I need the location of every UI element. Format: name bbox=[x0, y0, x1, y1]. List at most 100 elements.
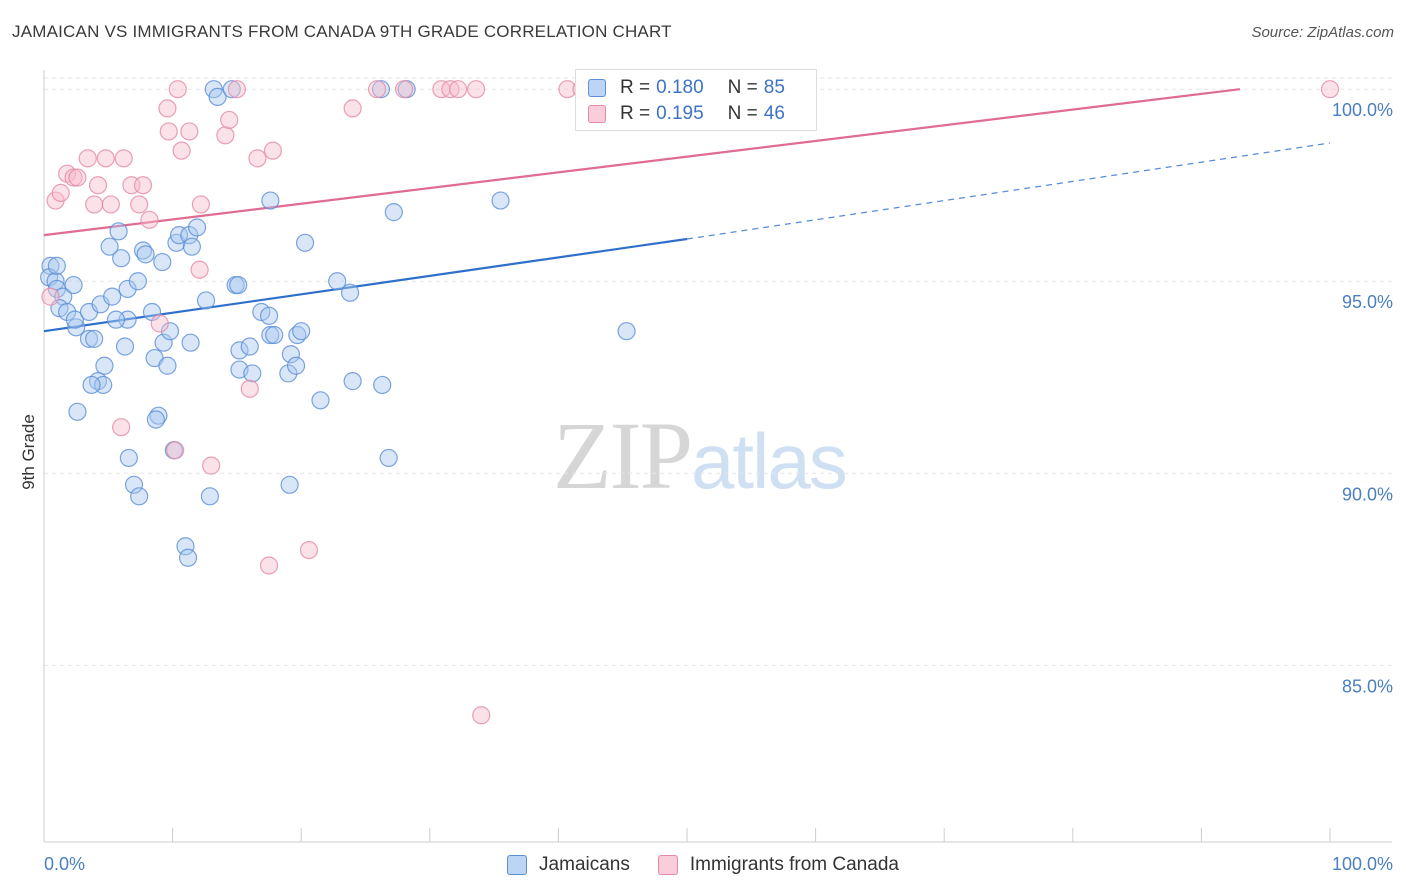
canada-point bbox=[1320, 80, 1340, 99]
canada-point bbox=[64, 168, 83, 187]
jamaicans-point bbox=[292, 322, 311, 341]
watermark: ZIPatlas bbox=[553, 400, 848, 511]
jamaicans-point bbox=[153, 252, 172, 272]
jamaicans-point bbox=[286, 356, 306, 375]
jamaicans-point bbox=[281, 345, 301, 364]
canada-legend-swatch bbox=[657, 855, 678, 875]
canada-point bbox=[448, 80, 468, 99]
jamaicans-point bbox=[373, 375, 392, 395]
canada-point bbox=[394, 80, 414, 99]
canada-point bbox=[191, 195, 210, 214]
canada-point bbox=[227, 80, 246, 99]
canada-point bbox=[88, 176, 108, 195]
jamaicans-point bbox=[261, 325, 280, 345]
jamaicans-point bbox=[67, 318, 86, 337]
legend-item-canada[interactable]: Immigrants from Canada bbox=[657, 854, 899, 876]
jamaicans-point bbox=[491, 191, 510, 210]
canada-point bbox=[159, 122, 178, 141]
y-tick-label: 85.0% bbox=[1342, 676, 1393, 696]
jamaicans-point bbox=[65, 310, 84, 329]
jamaicans-point bbox=[261, 191, 280, 210]
jamaicans-point bbox=[130, 487, 149, 506]
canada-point bbox=[150, 314, 169, 333]
stats-legend: R = 0.180 N = 85 R = 0.195 N = 46 bbox=[575, 69, 817, 131]
jamaicans-trend-extension bbox=[686, 142, 1331, 240]
canada-point bbox=[172, 141, 191, 160]
legend-item-jamaicans[interactable]: Jamaicans bbox=[507, 854, 630, 876]
canada-point bbox=[114, 149, 133, 168]
jamaicans-point bbox=[181, 333, 200, 352]
x-tick-label: 0.0% bbox=[44, 854, 85, 874]
trend-lines bbox=[43, 88, 1331, 333]
jamaicans-point bbox=[64, 275, 83, 295]
jamaicans-point bbox=[103, 287, 122, 306]
canada-point bbox=[166, 441, 185, 460]
jamaicans-point bbox=[124, 475, 144, 494]
jamaicans-point bbox=[169, 226, 189, 245]
jamaicans-point bbox=[371, 80, 391, 99]
n-value: 85 bbox=[763, 77, 785, 98]
jamaicans-point bbox=[109, 222, 128, 241]
axes bbox=[43, 70, 1392, 843]
legend-label-jamaicans: Jamaicans bbox=[539, 854, 630, 875]
jamaicans-point bbox=[158, 356, 177, 375]
stats-row-jamaicans: R = 0.180 N = 85 bbox=[588, 76, 791, 100]
canada-swatch bbox=[588, 105, 606, 123]
jamaicans-point bbox=[160, 322, 180, 341]
jamaicans-point bbox=[119, 448, 138, 468]
watermark-zip: ZIP bbox=[553, 402, 693, 509]
canada-point bbox=[466, 80, 486, 99]
jamaicans-point bbox=[146, 410, 165, 429]
jamaicans-point bbox=[340, 283, 360, 302]
jamaicans-point bbox=[243, 364, 262, 383]
canada-point bbox=[259, 556, 279, 575]
canada-point bbox=[85, 195, 104, 214]
canada-point bbox=[51, 183, 70, 203]
jamaicans-point bbox=[128, 272, 147, 291]
canada-point bbox=[41, 287, 60, 306]
canada-point bbox=[220, 110, 239, 130]
jamaicans-point bbox=[58, 302, 77, 322]
jamaicans-point bbox=[240, 337, 259, 356]
data-points bbox=[40, 80, 1340, 725]
y-tick-label: 100.0% bbox=[1332, 100, 1393, 120]
jamaicans-point bbox=[200, 487, 219, 506]
canada-point bbox=[441, 80, 460, 99]
jamaicans-point bbox=[265, 325, 284, 345]
jamaicans-point bbox=[118, 279, 137, 299]
jamaicans-point bbox=[196, 291, 216, 310]
jamaicans-point bbox=[259, 306, 279, 325]
canada-point bbox=[78, 149, 97, 168]
canada-point bbox=[130, 195, 149, 214]
jamaicans-point bbox=[617, 322, 636, 341]
jamaicans-legend-swatch bbox=[507, 855, 528, 875]
canada-point bbox=[101, 195, 120, 214]
y-axis-label: 9th Grade bbox=[19, 414, 38, 490]
jamaicans-point bbox=[230, 341, 249, 360]
jamaicans-point bbox=[379, 448, 398, 468]
jamaicans-point bbox=[154, 333, 173, 352]
r-value: 0.180 bbox=[656, 77, 704, 98]
canada-point bbox=[190, 260, 209, 279]
jamaicans-point bbox=[280, 475, 299, 494]
tick-labels: 85.0% 90.0% 95.0% 100.0% 0.0% 100.0% bbox=[44, 100, 1393, 874]
jamaicans-point bbox=[85, 329, 104, 348]
canada-point bbox=[299, 540, 319, 560]
jamaicans-point bbox=[328, 272, 347, 291]
canada-point bbox=[68, 168, 87, 187]
jamaicans-point bbox=[279, 364, 298, 383]
jamaicans-point bbox=[100, 237, 119, 256]
jamaicans-point bbox=[343, 372, 362, 391]
jamaicans-point bbox=[136, 245, 155, 264]
jamaicans-point bbox=[187, 218, 207, 237]
canada-point bbox=[133, 176, 153, 195]
jamaicans-point bbox=[208, 87, 227, 106]
n-label: N = bbox=[727, 103, 758, 124]
canada-point bbox=[96, 149, 115, 168]
jamaicans-point bbox=[68, 402, 87, 421]
canada-point bbox=[202, 456, 221, 475]
jamaicans-point bbox=[311, 391, 330, 410]
series-legend: Jamaicans Immigrants from Canada bbox=[0, 852, 1406, 878]
n-label: N = bbox=[727, 77, 758, 98]
